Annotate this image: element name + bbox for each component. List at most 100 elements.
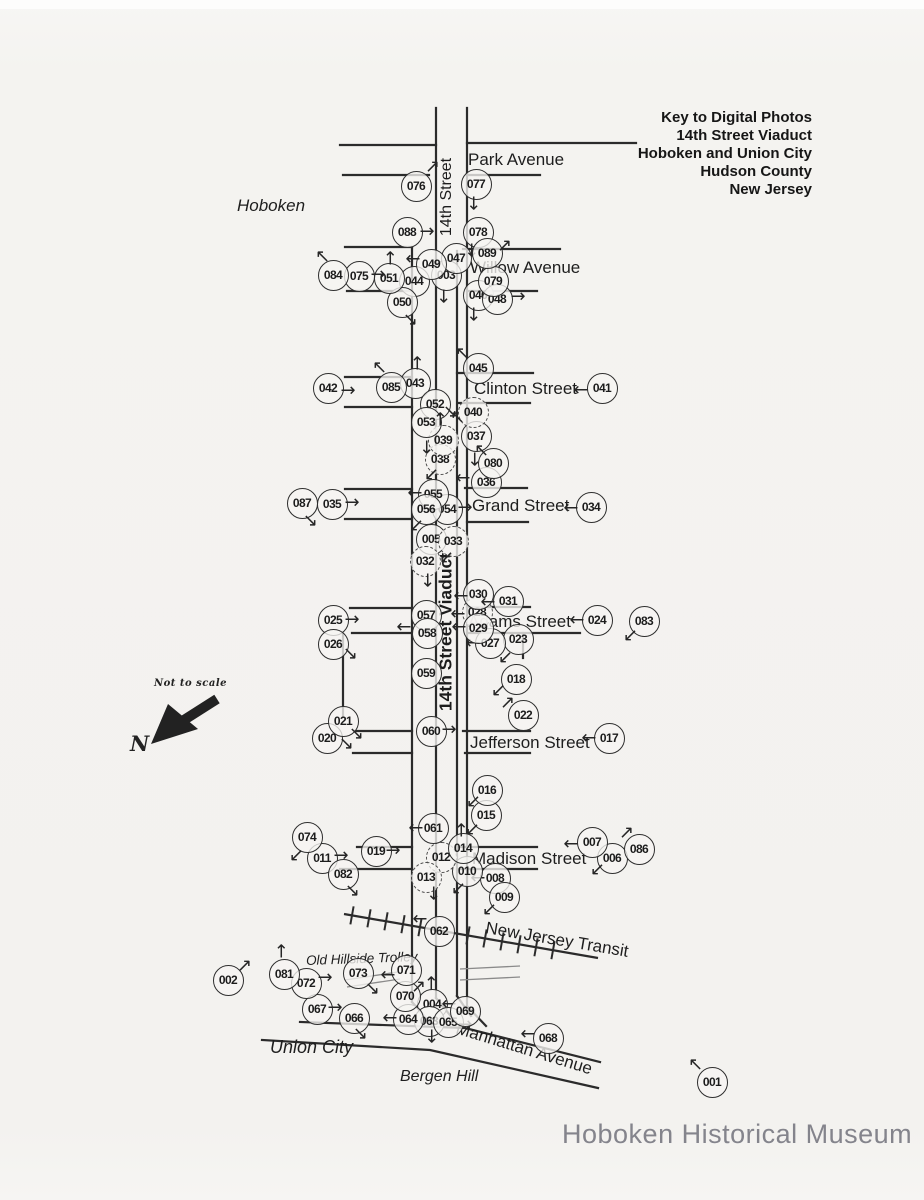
photo-marker-007: 007 — [576, 826, 608, 858]
photo-marker-087: 087 — [286, 487, 318, 519]
direction-arrow-icon: → — [441, 719, 457, 740]
photo-marker-053: 053 — [410, 406, 442, 438]
direction-arrow-icon: → — [412, 908, 428, 929]
photo-marker-060: 060 — [415, 715, 447, 747]
direction-arrow-icon: → — [327, 997, 343, 1018]
park-avenue-label: Park Avenue — [468, 150, 565, 169]
photo-marker-081: 081 — [268, 958, 300, 990]
direction-arrow-icon: → — [317, 967, 333, 988]
photo-marker-056: 056 — [410, 493, 442, 525]
photo-marker-021: 021 — [327, 705, 359, 737]
bergen-hill-label: Bergen Hill — [400, 1068, 479, 1085]
photo-marker-051: 051 — [373, 262, 405, 294]
direction-arrow-icon: → — [271, 943, 292, 959]
title-line: Hoboken and Union City — [637, 145, 812, 162]
photo-marker-016: 016 — [471, 774, 503, 806]
direction-arrow-icon: → — [433, 288, 454, 304]
direction-arrow-icon: → — [408, 817, 424, 838]
photo-marker-024: 024 — [581, 604, 613, 636]
direction-arrow-icon: → — [405, 248, 421, 269]
direction-arrow-icon: → — [510, 286, 526, 307]
grand-street-label: Grand Street — [472, 496, 570, 515]
direction-arrow-icon: → — [463, 195, 484, 211]
direction-arrow-icon: → — [581, 727, 597, 748]
direction-arrow-icon: → — [344, 492, 360, 513]
photo-marker-062: 062 — [423, 915, 455, 947]
title-line: New Jersey — [729, 181, 812, 198]
direction-arrow-icon: → — [340, 380, 356, 401]
museum-credit-label: Hoboken Historical Museum — [562, 1119, 913, 1149]
photo-marker-083: 083 — [628, 605, 660, 637]
photo-marker-013: 013 — [410, 861, 442, 893]
photo-marker-079: 079 — [477, 265, 509, 297]
photo-marker-018: 018 — [500, 663, 532, 695]
not-to-scale-label: Not to scale — [154, 678, 228, 689]
photo-marker-076: 076 — [400, 170, 432, 202]
photo-marker-075: 075 — [343, 260, 375, 292]
direction-arrow-icon: → — [480, 591, 496, 612]
direction-arrow-icon: → — [463, 306, 484, 322]
photo-marker-049: 049 — [415, 248, 447, 280]
direction-arrow-icon: → — [520, 1023, 536, 1044]
photo-marker-074: 074 — [291, 821, 323, 853]
photo-marker-080: 080 — [477, 447, 509, 479]
photo-marker-073: 073 — [342, 957, 374, 989]
photo-marker-041: 041 — [586, 372, 618, 404]
north-arrow-icon — [151, 694, 220, 744]
photo-marker-042: 042 — [312, 372, 344, 404]
title-block: Key to Digital Photos 14th Street Viaduc… — [500, 109, 812, 199]
direction-arrow-icon: → — [417, 572, 438, 588]
photo-marker-034: 034 — [575, 491, 607, 523]
direction-arrow-icon: → — [569, 609, 585, 630]
north-n-label: N — [130, 731, 150, 756]
photo-marker-089: 089 — [471, 237, 503, 269]
direction-arrow-icon: → — [419, 221, 435, 242]
photo-marker-058: 058 — [411, 617, 443, 649]
photo-marker-002: 002 — [212, 964, 244, 996]
direction-arrow-icon: → — [380, 964, 396, 985]
photo-marker-022: 022 — [507, 699, 539, 731]
direction-arrow-icon: → — [563, 833, 579, 854]
direction-arrow-icon: → — [370, 264, 386, 285]
photo-marker-019: 019 — [360, 835, 392, 867]
clinton-street-label: Clinton Street — [474, 379, 577, 398]
photo-marker-085: 085 — [375, 371, 407, 403]
direction-arrow-icon: → — [385, 840, 401, 861]
direction-arrow-icon: → — [344, 609, 360, 630]
photo-marker-014: 014 — [447, 832, 479, 864]
title-line: Key to Digital Photos — [661, 109, 812, 126]
direction-arrow-icon: → — [416, 439, 437, 455]
photo-marker-026: 026 — [317, 628, 349, 660]
jefferson-street-label: Jefferson Street — [470, 733, 590, 752]
photo-marker-035: 035 — [316, 488, 348, 520]
direction-arrow-icon: → — [430, 411, 451, 427]
photo-marker-086: 086 — [623, 833, 655, 865]
photo-marker-033: 033 — [437, 525, 469, 557]
direction-arrow-icon: → — [453, 585, 469, 606]
photo-marker-069: 069 — [449, 995, 481, 1027]
hoboken-label: Hoboken — [237, 196, 306, 215]
photo-marker-017: 017 — [593, 722, 625, 754]
direction-arrow-icon: → — [455, 467, 471, 488]
direction-arrow-icon: → — [396, 616, 412, 637]
photo-marker-082: 082 — [327, 858, 359, 890]
adams-street-label: Adams Street — [468, 612, 571, 631]
photo-marker-032: 032 — [409, 545, 441, 577]
photo-marker-059: 059 — [410, 657, 442, 689]
photo-marker-084: 084 — [317, 259, 349, 291]
direction-arrow-icon: → — [407, 355, 428, 371]
photo-marker-071: 071 — [390, 954, 422, 986]
direction-arrow-icon: → — [451, 616, 467, 637]
photo-marker-077: 077 — [460, 168, 492, 200]
railroad-crossties — [349, 906, 556, 960]
photo-marker-045: 045 — [462, 352, 494, 384]
direction-arrow-icon: → — [382, 1007, 398, 1028]
direction-arrow-icon: → — [423, 885, 444, 901]
title-line: 14th Street Viaduct — [676, 127, 812, 144]
photo-marker-070: 070 — [389, 980, 421, 1012]
title-line: Hudson County — [700, 163, 812, 180]
photo-marker-009: 009 — [488, 881, 520, 913]
photo-marker-023: 023 — [502, 623, 534, 655]
